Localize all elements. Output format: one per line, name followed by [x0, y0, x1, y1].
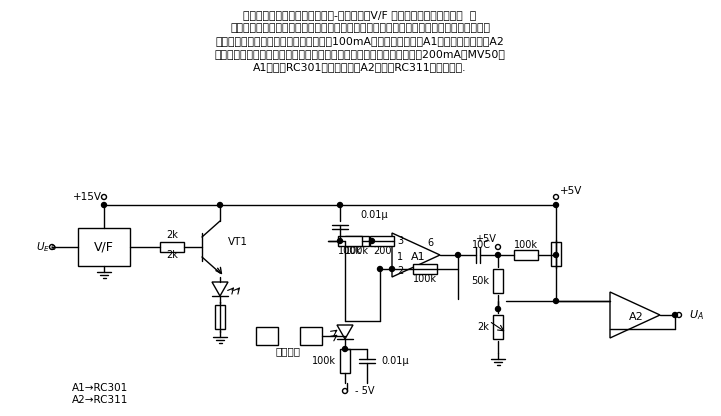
- Text: A2→RC311: A2→RC311: [72, 395, 128, 405]
- Text: $U_A$: $U_A$: [689, 308, 704, 322]
- Text: +15V: +15V: [73, 192, 102, 202]
- Text: 100k: 100k: [338, 246, 362, 256]
- Text: VT1: VT1: [228, 237, 248, 247]
- Text: 50k: 50k: [471, 276, 489, 286]
- Text: 2k: 2k: [166, 230, 178, 240]
- Bar: [215, 305, 225, 329]
- Circle shape: [378, 267, 383, 272]
- Text: 6: 6: [427, 238, 433, 248]
- Text: 之间隔离的电压值。光敏二极管可驱动有100mA输出的运算放大器A1，再经运算放大器A2: 之间隔离的电压值。光敏二极管可驱动有100mA输出的运算放大器A1，再经运算放大…: [216, 36, 505, 46]
- Text: 电路首先将输入模拟信号经电压-频率变换器V/F 变换为频率信号，由发光  极: 电路首先将输入模拟信号经电压-频率变换器V/F 变换为频率信号，由发光 极: [244, 10, 477, 20]
- Circle shape: [337, 238, 342, 243]
- Text: 100k: 100k: [413, 274, 437, 284]
- Bar: [551, 242, 561, 266]
- Circle shape: [673, 312, 678, 317]
- Circle shape: [554, 253, 559, 258]
- Text: 光导纤维: 光导纤维: [275, 346, 301, 356]
- Text: +5V: +5V: [560, 186, 583, 196]
- Text: 2: 2: [397, 266, 403, 276]
- Text: 2k: 2k: [166, 250, 178, 260]
- Bar: [413, 264, 437, 274]
- Text: 1: 1: [397, 252, 403, 262]
- Circle shape: [342, 347, 348, 352]
- Bar: [160, 242, 184, 252]
- Circle shape: [554, 299, 559, 304]
- Bar: [493, 315, 503, 339]
- Bar: [256, 327, 278, 345]
- Bar: [78, 228, 130, 266]
- Circle shape: [218, 203, 223, 208]
- Text: 3: 3: [397, 236, 403, 246]
- Text: A2: A2: [629, 312, 643, 322]
- Circle shape: [456, 253, 461, 258]
- Bar: [370, 236, 394, 246]
- Text: 100k: 100k: [514, 240, 538, 250]
- Text: 2k: 2k: [477, 322, 489, 332]
- Circle shape: [337, 203, 342, 208]
- Bar: [340, 349, 350, 373]
- Text: 管送进光导纤维。光导纤维或聚苯乙烯杆的长度决定于数字或模拟信号输入端和光敏二极管: 管送进光导纤维。光导纤维或聚苯乙烯杆的长度决定于数字或模拟信号输入端和光敏二极管: [230, 23, 490, 33]
- Text: 0.01μ: 0.01μ: [360, 210, 388, 220]
- Text: V/F: V/F: [94, 240, 114, 253]
- Bar: [300, 327, 322, 345]
- Text: 200: 200: [373, 246, 392, 256]
- Text: o: o: [50, 243, 56, 253]
- Text: A1可采用RC301运算放大器、A2可采用RC311运算放大器.: A1可采用RC301运算放大器、A2可采用RC311运算放大器.: [253, 62, 466, 72]
- Text: 100k: 100k: [312, 356, 336, 366]
- Circle shape: [554, 203, 559, 208]
- Circle shape: [554, 253, 559, 258]
- Text: 放大就可驱动电缆、继电器或扬声器等负载。发光二极管可采用输出高达200mA的MV50、: 放大就可驱动电缆、继电器或扬声器等负载。发光二极管可采用输出高达200mA的MV…: [215, 49, 505, 59]
- Text: +5V: +5V: [475, 234, 496, 244]
- Text: - 5V: - 5V: [355, 386, 374, 396]
- Circle shape: [389, 267, 394, 272]
- Bar: [514, 250, 538, 260]
- Text: 0.01μ: 0.01μ: [381, 356, 409, 366]
- Text: 10C: 10C: [472, 240, 490, 250]
- Circle shape: [369, 238, 374, 243]
- Text: 100k: 100k: [345, 246, 369, 256]
- Text: A1→RC301: A1→RC301: [72, 383, 128, 393]
- Bar: [345, 236, 369, 246]
- Circle shape: [102, 203, 107, 208]
- Circle shape: [495, 253, 500, 258]
- Text: A1: A1: [411, 252, 425, 262]
- Text: $U_E$: $U_E$: [36, 240, 50, 254]
- Bar: [493, 269, 503, 293]
- Circle shape: [495, 307, 500, 312]
- Bar: [338, 236, 362, 246]
